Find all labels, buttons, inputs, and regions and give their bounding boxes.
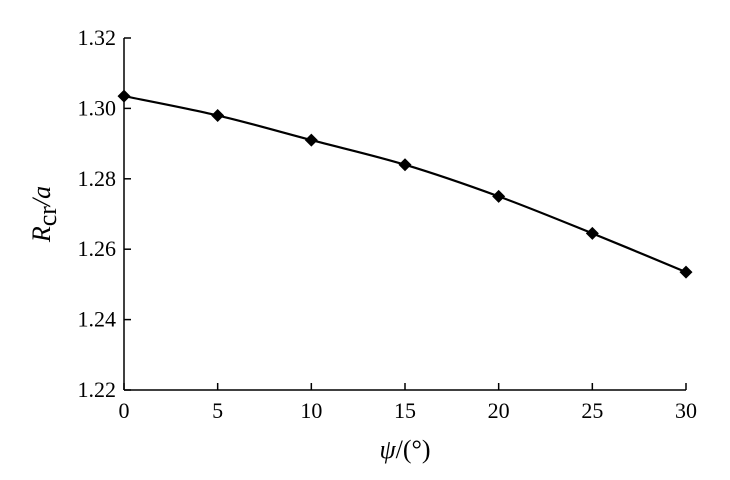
x-tick-label: 0: [119, 398, 130, 423]
y-tick-label: 1.24: [78, 307, 117, 332]
y-axis-label: Rcr/a: [27, 186, 62, 243]
x-tick-label: 25: [581, 398, 603, 423]
y-axis-symbol: R: [27, 226, 56, 243]
data-point-marker: [585, 226, 599, 240]
x-tick-label: 30: [675, 398, 697, 423]
series-line: [123, 95, 687, 274]
data-point-marker: [211, 108, 225, 122]
x-axis-label: ψ/(°): [379, 435, 430, 464]
x-ticks: 0 5 10 15 20 25 30: [119, 383, 697, 423]
data-point-marker: [492, 189, 506, 203]
x-axis-symbol: ψ: [379, 435, 396, 464]
y-tick-label: 1.30: [78, 95, 117, 120]
y-tick-label: 1.32: [78, 25, 117, 50]
series: [117, 89, 693, 279]
x-tick-label: 10: [300, 398, 322, 423]
axes: [123, 38, 686, 391]
data-point-marker: [117, 89, 131, 103]
x-tick-label: 20: [488, 398, 510, 423]
data-point-marker: [304, 133, 318, 147]
y-tick-label: 1.28: [78, 166, 117, 191]
y-tick-label: 1.22: [78, 377, 117, 402]
y-tick-label: 1.26: [78, 236, 117, 261]
data-point-marker: [398, 158, 412, 172]
y-ticks: 1.22 1.24 1.26 1.28 1.30 1.32: [78, 25, 131, 402]
data-point-marker: [679, 265, 693, 279]
x-axis-unit: /(°): [396, 435, 431, 464]
x-tick-label: 5: [212, 398, 223, 423]
y-axis-rest: /a: [27, 186, 56, 208]
y-axis-subscript: cr: [33, 206, 62, 227]
x-tick-label: 15: [394, 398, 416, 423]
